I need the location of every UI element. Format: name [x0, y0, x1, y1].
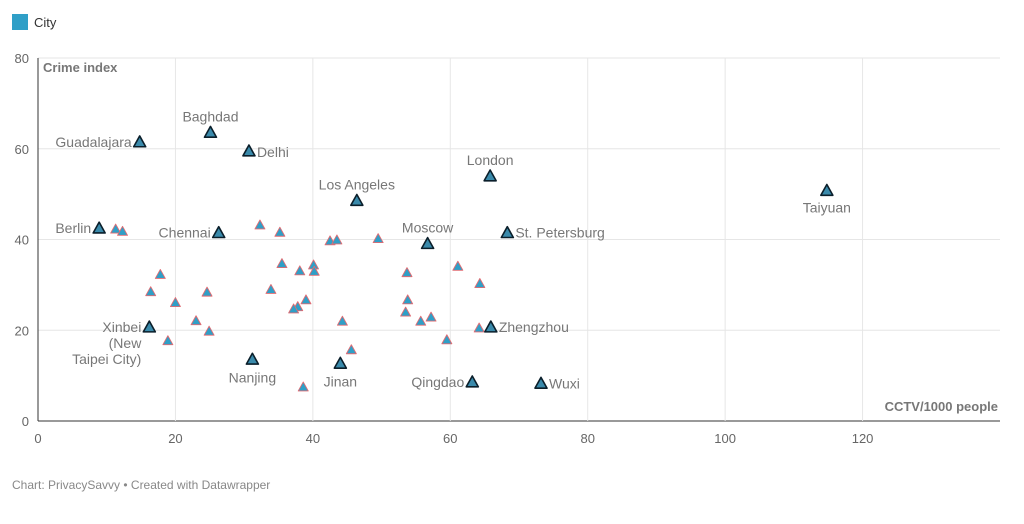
point-label: Wuxi	[549, 375, 580, 391]
data-point	[162, 335, 174, 346]
data-point	[473, 322, 485, 333]
data-point-highlighted	[92, 221, 106, 234]
data-point	[336, 315, 348, 326]
data-point-highlighted	[484, 320, 498, 333]
point-label: St. Petersburg	[515, 225, 605, 241]
y-tick-label: 20	[15, 323, 29, 338]
chart-footer: Chart: PrivacySavvy • Created with Dataw…	[12, 478, 270, 492]
y-tick-label: 80	[15, 51, 29, 66]
data-point-highlighted	[245, 352, 260, 365]
data-point	[203, 325, 215, 336]
data-point-highlighted	[534, 376, 548, 389]
data-point-highlighted	[420, 236, 435, 250]
data-point-highlighted	[242, 144, 256, 157]
point-label: Guadalajara	[55, 134, 131, 150]
data-point	[169, 297, 181, 308]
data-point	[276, 258, 288, 268]
data-point-highlighted	[500, 225, 515, 239]
data-point	[190, 315, 202, 326]
y-tick-label: 40	[15, 233, 29, 248]
x-axis-title: CCTV/1000 people	[885, 399, 998, 414]
y-tick-label: 0	[22, 414, 29, 429]
x-tick-label: 20	[168, 431, 182, 446]
data-point-highlighted	[350, 193, 364, 207]
point-label: Los Angeles	[319, 176, 395, 192]
data-point	[154, 268, 166, 279]
legend-label: City	[34, 15, 57, 30]
data-point	[474, 278, 486, 288]
data-point	[372, 233, 384, 244]
grid	[37, 57, 1000, 422]
legend: City	[12, 14, 57, 30]
data-point	[401, 267, 413, 278]
point-label: Nanjing	[229, 369, 276, 385]
data-point	[345, 344, 357, 355]
point-label: Moscow	[402, 220, 454, 236]
point-label: Delhi	[257, 144, 289, 160]
x-tick-label: 40	[306, 431, 320, 446]
point-label: Chennai	[159, 225, 211, 241]
point-label: Zhengzhou	[499, 319, 569, 335]
data-point-highlighted	[483, 169, 497, 182]
data-point	[274, 226, 286, 237]
point-label: Baghdad	[182, 108, 238, 124]
point-label: Berlin	[55, 220, 91, 236]
data-point	[441, 334, 453, 345]
data-point	[254, 219, 266, 230]
axis-ticks: 0 20 40 60 80 0 20 40 60 80 100 120	[15, 51, 874, 446]
data-point-highlighted	[132, 135, 147, 148]
data-point	[308, 265, 320, 276]
data-point	[300, 294, 312, 305]
data-point	[452, 260, 464, 271]
point-label: London	[467, 152, 514, 168]
x-tick-label: 80	[580, 431, 594, 446]
data-point	[415, 315, 427, 326]
data-point	[425, 311, 437, 322]
x-tick-label: 120	[852, 431, 874, 446]
data-point-highlighted	[820, 183, 834, 197]
data-point	[288, 303, 300, 314]
data-point	[117, 225, 128, 236]
data-point	[265, 283, 277, 294]
data-point	[110, 223, 122, 234]
point-label: Xinbei (New Taipei City)	[72, 319, 142, 367]
point-label: Qingdao	[411, 374, 464, 390]
data-point	[201, 286, 213, 297]
data-point-highlighted	[211, 225, 226, 239]
x-tick-label: 0	[34, 431, 41, 446]
point-labels: Guadalajara Baghdad Delhi London Los Angeles…	[55, 108, 851, 391]
x-tick-label: 60	[443, 431, 457, 446]
data-point	[400, 306, 412, 317]
x-tick-label: 100	[714, 431, 736, 446]
y-axis-title: Crime index	[43, 60, 118, 75]
data-point-highlighted	[142, 320, 157, 333]
data-point-highlighted	[203, 125, 218, 139]
data-point	[145, 286, 157, 297]
data-point	[294, 265, 306, 276]
point-label: Jinan	[324, 373, 357, 389]
point-label: Taiyuan	[803, 199, 851, 215]
data-point	[297, 381, 309, 392]
data-points	[92, 125, 834, 392]
data-point	[402, 294, 414, 305]
data-point	[331, 234, 343, 245]
legend-swatch	[12, 14, 28, 30]
data-point-highlighted	[333, 356, 348, 369]
y-tick-label: 60	[15, 142, 29, 157]
data-point-highlighted	[465, 375, 480, 388]
